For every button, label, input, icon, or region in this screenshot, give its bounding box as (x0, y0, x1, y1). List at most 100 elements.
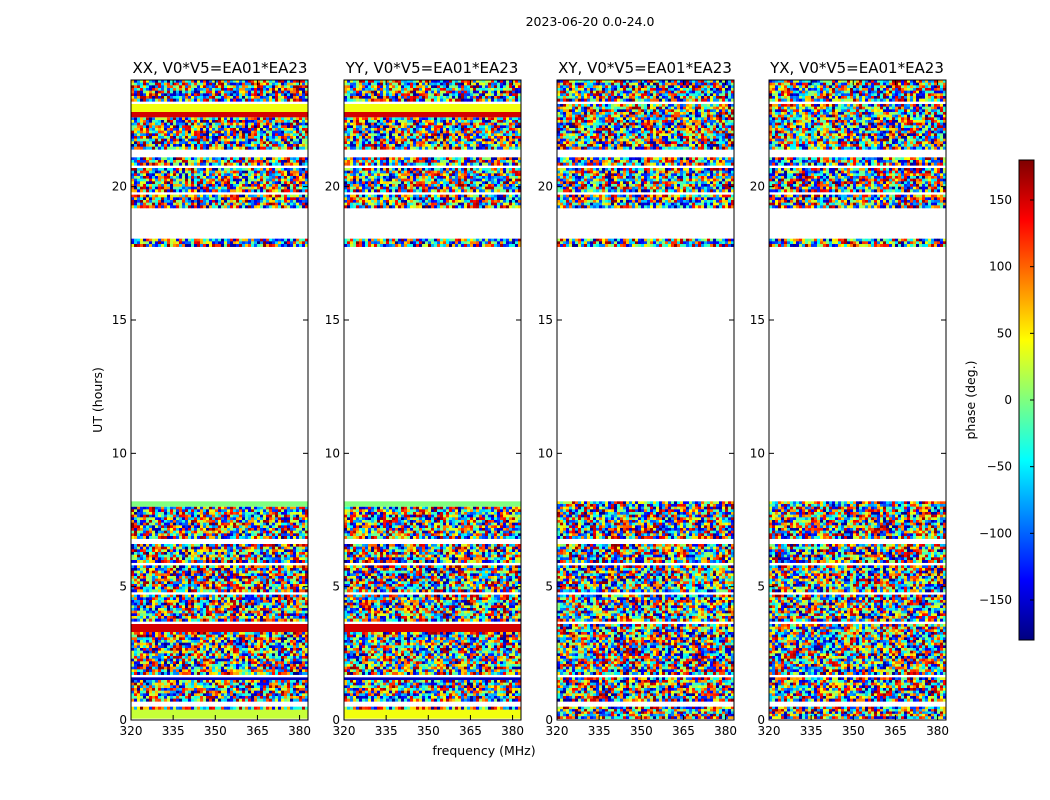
heatmap-cell (191, 603, 194, 606)
heatmap-cell (257, 533, 260, 536)
heatmap-cell (227, 241, 230, 244)
heatmap-cell (188, 691, 191, 694)
heatmap-cell (158, 645, 161, 648)
heatmap-cell (164, 573, 167, 576)
heatmap-cell (194, 613, 197, 616)
heatmap-cell (197, 560, 200, 563)
heatmap-cell (251, 181, 254, 184)
heatmap-cell (149, 637, 152, 640)
heatmap-cell (170, 509, 173, 512)
heatmap-cell (182, 611, 185, 614)
heatmap-cell (152, 691, 155, 694)
heatmap-cell (245, 179, 248, 182)
heatmap-cell (269, 637, 272, 640)
heatmap-cell (227, 179, 230, 182)
heatmap-cell (296, 597, 299, 600)
heatmap-cell (173, 181, 176, 184)
heatmap-cell (215, 187, 218, 190)
heatmap-cell (296, 168, 299, 171)
heatmap-cell (263, 512, 266, 515)
heatmap-cell (143, 699, 146, 702)
heatmap-cell (227, 515, 230, 518)
heatmap-cell (197, 547, 200, 550)
heatmap-cell (167, 531, 170, 534)
heatmap-cell (152, 205, 155, 208)
heatmap-cell (227, 536, 230, 539)
heatmap-cell (290, 589, 293, 592)
heatmap-cell (161, 552, 164, 555)
heatmap-cell (281, 552, 284, 555)
heatmap-cell (221, 523, 224, 526)
heatmap-cell (152, 203, 155, 206)
heatmap-cell (233, 659, 236, 662)
heatmap-cell (179, 244, 182, 247)
heatmap-cell (302, 528, 305, 531)
heatmap-cell (212, 616, 215, 619)
heatmap-cell (263, 653, 266, 656)
heatmap-cell (185, 573, 188, 576)
heatmap-cell (173, 603, 176, 606)
heatmap-cell (257, 523, 260, 526)
heatmap-cell (134, 579, 137, 582)
heatmap-cell (167, 181, 170, 184)
heatmap-cell (203, 685, 206, 688)
heatmap-cell (254, 512, 257, 515)
heatmap-cell (146, 661, 149, 664)
heatmap-cell (272, 635, 275, 638)
heatmap-cell (143, 576, 146, 579)
heatmap-cell (206, 613, 209, 616)
heatmap-cell (191, 659, 194, 662)
heatmap-cell (251, 581, 254, 584)
heatmap-cell (254, 544, 257, 547)
heatmap-cell (134, 195, 137, 198)
heatmap-cell (251, 565, 254, 568)
heatmap-cell (269, 189, 272, 192)
heatmap-cell (182, 680, 185, 683)
heatmap-cell (200, 611, 203, 614)
heatmap-cell (227, 696, 230, 699)
heatmap-cell (260, 584, 263, 587)
heatmap-cell (164, 635, 167, 638)
heatmap-cell (164, 619, 167, 622)
heatmap-cell (272, 555, 275, 558)
heatmap-cell (248, 672, 251, 675)
heatmap-cell (179, 584, 182, 587)
heatmap-cell (254, 667, 257, 670)
heatmap-cell (149, 691, 152, 694)
heatmap-cell (203, 699, 206, 702)
heatmap-cell (203, 688, 206, 691)
heatmap-cell (179, 533, 182, 536)
heatmap-cell (257, 635, 260, 638)
heatmap-cell (278, 536, 281, 539)
heatmap-cell (155, 605, 158, 608)
heatmap-cell (257, 241, 260, 244)
heatmap-cell (224, 163, 227, 166)
heatmap-cell (176, 184, 179, 187)
heatmap-cell (290, 568, 293, 571)
heatmap-cell (188, 176, 191, 179)
heatmap-cell (170, 648, 173, 651)
heatmap-cell (236, 661, 239, 664)
heatmap-cell (269, 533, 272, 536)
heatmap-cell (284, 651, 287, 654)
heatmap-cell (194, 197, 197, 200)
heatmap-cell (281, 528, 284, 531)
heatmap-cell (287, 557, 290, 560)
heatmap-cell (263, 579, 266, 582)
heatmap-cell (143, 595, 146, 598)
heatmap-cell (161, 517, 164, 520)
heatmap-cell (200, 239, 203, 242)
heatmap-cell (281, 619, 284, 622)
heatmap-cell (269, 664, 272, 667)
heatmap-cell (236, 643, 239, 646)
heatmap-cell (263, 608, 266, 611)
heatmap-cell (209, 536, 212, 539)
heatmap-cell (227, 239, 230, 242)
heatmap-cell (290, 531, 293, 534)
heatmap-cell (212, 699, 215, 702)
heatmap-cell (197, 603, 200, 606)
heatmap-cell (260, 576, 263, 579)
heatmap-cell (209, 525, 212, 528)
heatmap-cell (251, 683, 254, 686)
heatmap-cell (218, 536, 221, 539)
